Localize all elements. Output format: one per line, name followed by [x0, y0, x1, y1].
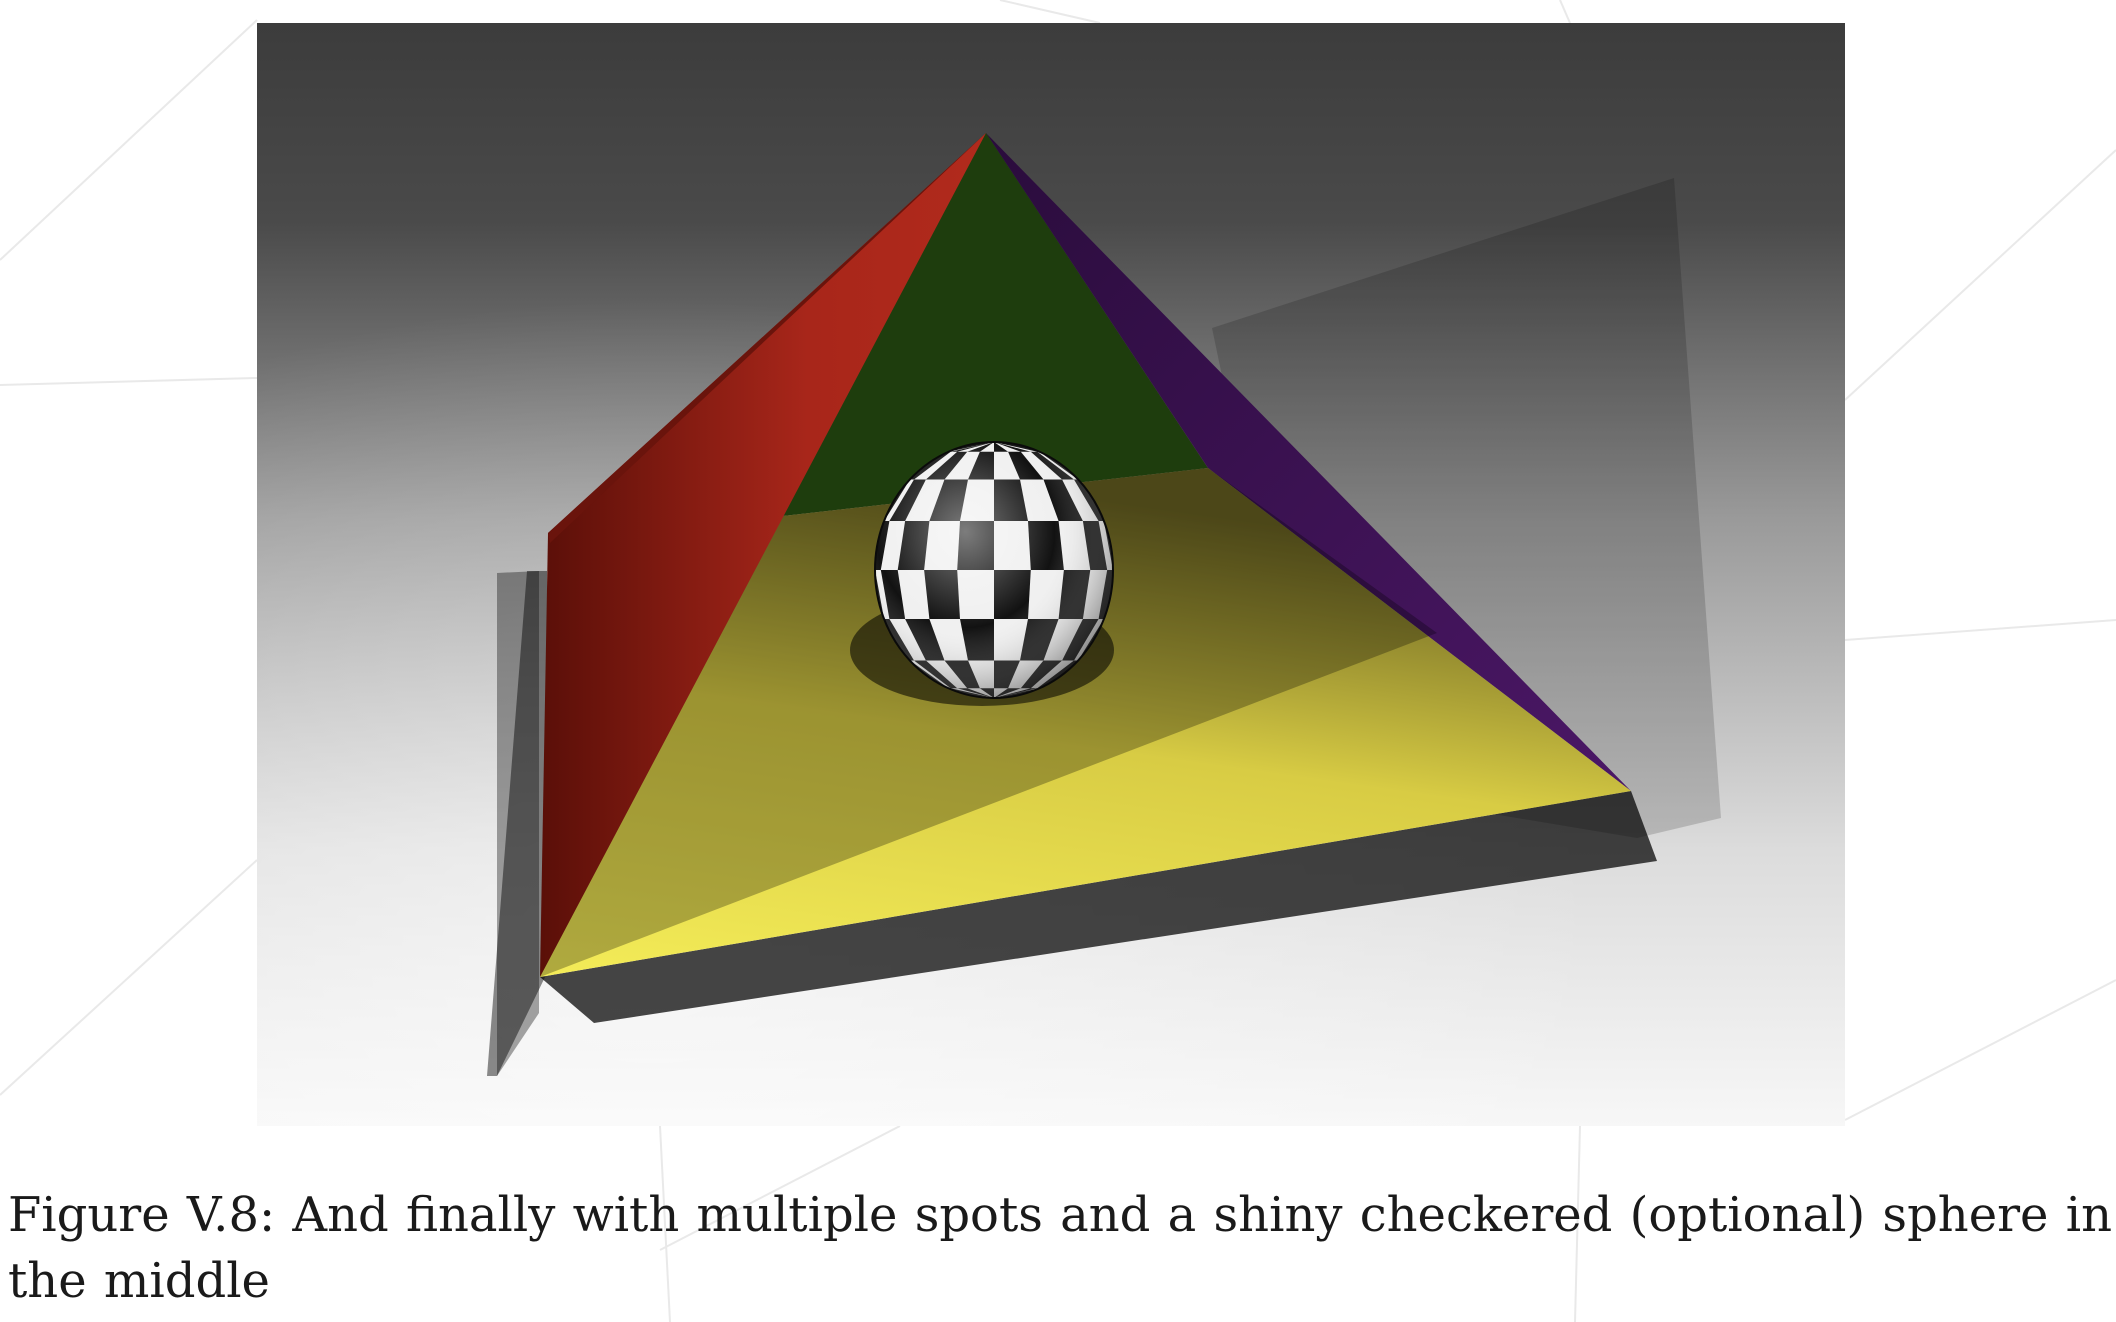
rendered-scene-image [257, 23, 1845, 1126]
figure-caption: Figure V.8: And finally with multiple sp… [8, 1187, 2112, 1309]
